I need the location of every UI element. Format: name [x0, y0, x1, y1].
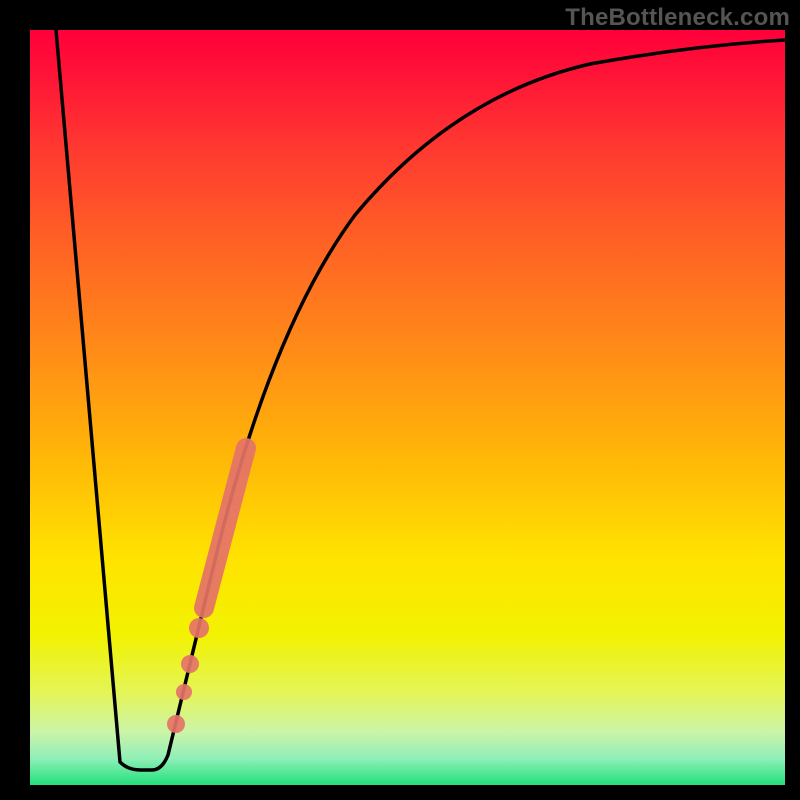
highlight-dot	[189, 618, 209, 638]
highlight-dot	[181, 655, 199, 673]
highlight-dot	[176, 684, 192, 700]
highlight-dot	[167, 715, 185, 733]
plot-background	[30, 30, 785, 785]
chart-container: TheBottleneck.com	[0, 0, 800, 800]
chart-svg	[0, 0, 800, 800]
watermark-text: TheBottleneck.com	[565, 4, 790, 32]
